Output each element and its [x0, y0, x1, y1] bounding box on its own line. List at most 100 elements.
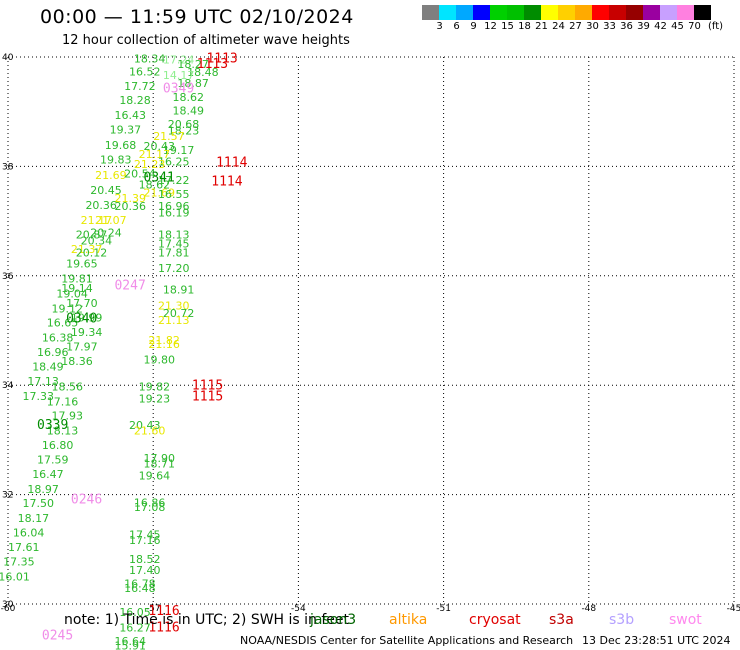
- color-swatch: [626, 5, 643, 20]
- y-tick-label: 32: [2, 491, 13, 501]
- color-scale-label: 3: [436, 21, 443, 32]
- pass-time-label: 1114: [211, 175, 242, 190]
- color-scale-label: 21: [535, 21, 548, 32]
- wave-height-label: 16.86: [134, 497, 166, 510]
- pass-time-label: 1113: [206, 51, 237, 66]
- pass-time-label: 0340: [66, 311, 97, 326]
- wave-height-label: 19.68: [105, 139, 137, 152]
- color-scale-bar: [422, 5, 711, 20]
- color-swatch: [643, 5, 660, 20]
- color-swatch: [490, 5, 507, 20]
- wave-height-label: 19.82: [139, 381, 171, 394]
- wave-height-label: 18.87: [177, 77, 209, 90]
- legend-item-cryosat: cryosat: [469, 612, 521, 628]
- wave-height-label: 19.23: [139, 393, 171, 406]
- wave-height-label: 18.91: [163, 283, 195, 296]
- wave-height-label: 21.69: [95, 169, 127, 182]
- legend-item-altika: altika: [389, 612, 428, 628]
- pass-time-label: 1115: [192, 390, 223, 405]
- legend-item-s3b: s3b: [609, 612, 635, 628]
- wave-height-label: 21.07: [95, 214, 127, 227]
- color-swatch: [694, 5, 711, 20]
- wave-height-label: 18.52: [129, 553, 161, 566]
- wave-height-label: 19.14: [61, 282, 93, 295]
- pass-time-label: 0341: [144, 171, 175, 186]
- credit-date: 13 Dec 23:28:51 UTC 2024: [582, 634, 731, 647]
- wave-height-label: 16.47: [32, 468, 64, 481]
- wave-height-label: 21.13: [158, 314, 190, 327]
- color-swatch: [422, 5, 439, 20]
- y-tick-label: 30: [2, 600, 14, 610]
- wave-height-label: 17.33: [23, 390, 55, 403]
- y-tick-label: 34: [2, 381, 14, 391]
- wave-height-label: 17.90: [144, 452, 176, 465]
- color-scale-label: 15: [501, 21, 514, 32]
- wave-height-label: 20.54: [124, 167, 156, 180]
- color-scale-label: 70: [688, 21, 701, 32]
- wave-height-label: 16.80: [42, 439, 74, 452]
- wave-height-label: 21.30: [158, 300, 190, 313]
- wave-height-label: 16.01: [0, 570, 30, 583]
- wave-height-label: 18.62: [173, 91, 205, 104]
- wave-height-label: 16.64: [114, 635, 146, 648]
- wave-height-label: 21.69: [144, 186, 176, 199]
- pass-time-label: 1114: [216, 155, 247, 170]
- color-scale-label: 39: [637, 21, 650, 32]
- pass-time-label: 0246: [71, 492, 102, 507]
- color-scale-label: 9: [470, 21, 477, 32]
- color-swatch: [660, 5, 677, 20]
- wave-height-label: 19.37: [110, 124, 142, 137]
- color-swatch: [473, 5, 490, 20]
- wave-height-label: 20.43: [144, 140, 176, 153]
- wave-height-label: 18.48: [187, 66, 219, 79]
- pass-time-label: 0339: [37, 418, 68, 433]
- wave-height-label: 20.36: [114, 200, 146, 213]
- wave-height-label: 17.35: [3, 556, 35, 569]
- wave-height-label: 19.12: [52, 302, 83, 315]
- wave-height-label: 19.17: [163, 144, 195, 157]
- wave-height-label: 16.19: [158, 207, 190, 220]
- wave-height-label: 17.45: [129, 528, 161, 541]
- x-tick-label: -54: [291, 604, 306, 614]
- wave-height-label: 17.20: [158, 262, 190, 275]
- wave-height-label: 16.25: [158, 155, 190, 168]
- wave-height-label: 21.39: [114, 192, 146, 205]
- wave-height-label: 18.62: [139, 178, 171, 191]
- wave-height-label: 17.22: [158, 174, 190, 187]
- color-scale-label: 42: [654, 21, 667, 32]
- wave-height-label: 20.87: [76, 229, 108, 242]
- wave-height-label: 16.55: [158, 188, 190, 201]
- pass-time-label: 1116: [148, 620, 179, 635]
- wave-height-label: 16.38: [42, 331, 74, 344]
- wave-height-label: 17.16: [129, 534, 161, 547]
- wave-height-label: 17.16: [47, 395, 79, 408]
- wave-height-label: 19.83: [100, 154, 131, 167]
- wave-height-label: 18.17: [18, 512, 50, 525]
- legend-item-jason3: jason3: [310, 612, 357, 628]
- wave-height-label: 17.40: [129, 564, 161, 577]
- wave-height-label: 19.34: [71, 326, 103, 339]
- wave-height-label: 16.96: [37, 346, 69, 359]
- wave-height-label: 21.57: [153, 130, 185, 143]
- color-swatch: [575, 5, 592, 20]
- wave-height-label: 17.70: [66, 297, 98, 310]
- wave-height-label: 18.56: [52, 381, 83, 394]
- pass-time-label: 1116: [148, 604, 179, 619]
- wave-height-label: 20.12: [76, 247, 108, 260]
- wave-height-label: 16.96: [158, 200, 190, 213]
- wave-height-label: 18.28: [119, 94, 151, 107]
- color-swatch: [592, 5, 609, 20]
- color-swatch: [507, 5, 524, 20]
- wave-height-label: 20.34: [81, 235, 113, 248]
- wave-height-label: 19.65: [66, 258, 98, 271]
- chart-title: 00:00 — 11:59 UTC 02/10/2024: [40, 6, 354, 28]
- wave-height-label: 16.43: [114, 109, 146, 122]
- color-swatch: [677, 5, 694, 20]
- wave-height-label: 16.52: [129, 66, 161, 79]
- color-scale-label: 45: [671, 21, 684, 32]
- color-swatch: [439, 5, 456, 20]
- wave-height-label: 21.16: [148, 338, 180, 351]
- color-swatch: [524, 5, 541, 20]
- wave-height-label: 17.72: [124, 80, 156, 93]
